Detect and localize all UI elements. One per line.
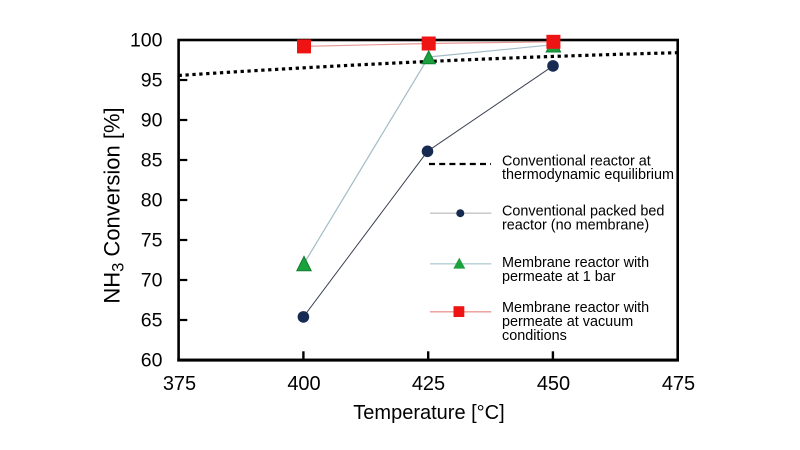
svg-text:85: 85	[141, 150, 163, 172]
svg-text:450: 450	[537, 373, 570, 395]
svg-text:375: 375	[163, 373, 196, 395]
svg-text:75: 75	[141, 230, 163, 252]
svg-text:Temperature [°C]: Temperature [°C]	[353, 402, 504, 424]
svg-text:80: 80	[141, 190, 163, 212]
svg-text:90: 90	[141, 110, 163, 132]
svg-text:100: 100	[130, 30, 163, 52]
svg-text:Conventional packed bed: Conventional packed bed	[502, 204, 664, 220]
svg-text:400: 400	[287, 373, 320, 395]
svg-text:95: 95	[141, 70, 163, 92]
svg-text:Membrane reactor with: Membrane reactor with	[502, 255, 649, 271]
svg-text:permeate at 1 bar: permeate at 1 bar	[502, 269, 616, 285]
svg-text:65: 65	[141, 310, 163, 332]
svg-text:Membrane reactor with: Membrane reactor with	[502, 300, 649, 316]
svg-text:permeate at vacuum: permeate at vacuum	[502, 314, 633, 330]
svg-text:thermodynamic equilibrium: thermodynamic equilibrium	[502, 167, 674, 183]
svg-text:70: 70	[141, 270, 163, 292]
svg-text:475: 475	[662, 373, 695, 395]
svg-text:conditions: conditions	[502, 328, 567, 344]
svg-text:60: 60	[141, 350, 163, 372]
svg-text:reactor (no membrane): reactor (no membrane)	[502, 218, 649, 234]
svg-text:425: 425	[412, 373, 445, 395]
svg-text:NH3 Conversion [%]: NH3 Conversion [%]	[99, 107, 127, 303]
svg-text:Conventional reactor at: Conventional reactor at	[502, 153, 651, 169]
